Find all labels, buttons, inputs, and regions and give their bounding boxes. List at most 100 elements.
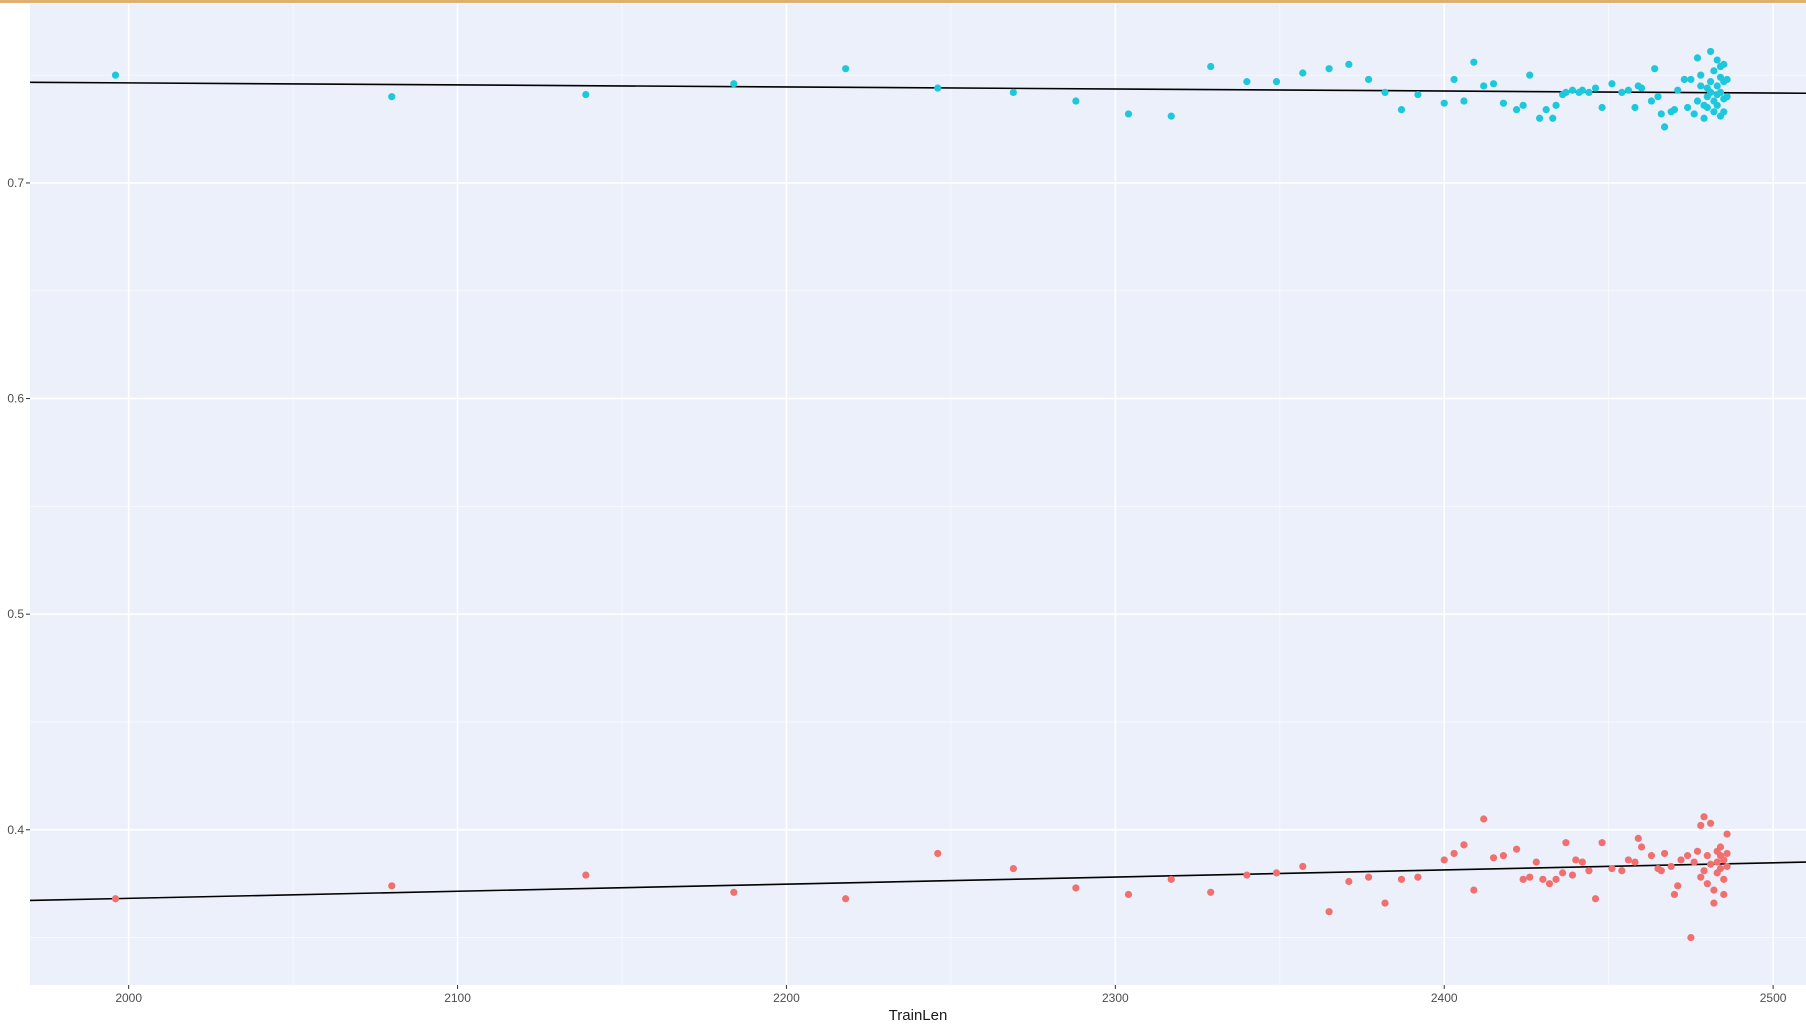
- data-point: [1345, 60, 1353, 68]
- data-point: [1707, 47, 1715, 56]
- x-tick-label: 2100: [444, 991, 471, 1005]
- y-tick-label: 0.6: [7, 392, 24, 406]
- data-point: [1657, 867, 1665, 875]
- data-point: [1009, 864, 1017, 873]
- data-point: [1460, 97, 1468, 105]
- trend-line: [29, 861, 1806, 902]
- data-point: [1552, 875, 1560, 883]
- data-point: [1707, 88, 1715, 96]
- data-point: [1072, 97, 1080, 105]
- data-point: [1680, 75, 1688, 84]
- data-point: [1440, 99, 1448, 107]
- data-point: [582, 871, 590, 879]
- data-point: [1470, 886, 1478, 894]
- data-point: [1207, 888, 1215, 896]
- data-point: [1009, 88, 1017, 96]
- data-point: [388, 93, 396, 101]
- data-point: [1585, 88, 1593, 96]
- data-point: [1703, 852, 1711, 860]
- data-point: [1697, 82, 1705, 90]
- data-point: [1637, 84, 1646, 92]
- x-axis: 2000 2100 2200 2300 2400 2500: [115, 985, 1787, 1005]
- data-point: [1670, 106, 1679, 114]
- minor-gridlines: [30, 4, 1806, 985]
- data-point: [1657, 110, 1665, 118]
- data-point: [1364, 873, 1373, 881]
- data-point: [1562, 88, 1570, 96]
- data-point: [1690, 110, 1698, 118]
- data-point: [1489, 854, 1498, 862]
- data-point: [1325, 908, 1333, 916]
- data-point: [1272, 78, 1281, 86]
- data-point: [1072, 884, 1080, 892]
- data-point: [1660, 123, 1669, 131]
- data-point: [1345, 877, 1353, 886]
- data-point: [1539, 875, 1547, 883]
- data-point: [1591, 895, 1600, 903]
- x-tick-label: 2200: [773, 991, 800, 1005]
- data-point: [1364, 75, 1373, 84]
- data-point: [111, 895, 120, 903]
- data-point: [1243, 871, 1251, 879]
- data-point: [1578, 86, 1586, 94]
- data-point: [842, 895, 850, 903]
- data-point: [1697, 873, 1705, 881]
- y-axis: 0.4 0.5 0.6 0.7: [7, 176, 30, 837]
- data-point: [1700, 813, 1708, 821]
- data-point: [1512, 106, 1521, 114]
- data-point: [1660, 849, 1669, 858]
- data-point: [1720, 856, 1728, 864]
- data-point: [1519, 875, 1527, 883]
- x-tick-label: 2300: [1102, 991, 1129, 1005]
- data-point: [1545, 880, 1554, 888]
- data-point: [1532, 858, 1540, 866]
- data-point: [1499, 99, 1508, 107]
- data-point: [1654, 93, 1662, 101]
- data-point: [111, 71, 120, 79]
- data-point: [1690, 858, 1698, 866]
- data-point: [1707, 819, 1715, 827]
- data-point: [1647, 97, 1656, 105]
- data-point: [1713, 82, 1721, 90]
- data-point: [1667, 862, 1675, 871]
- major-gridlines: [30, 4, 1806, 985]
- data-point: [1710, 108, 1718, 116]
- data-point: [1526, 873, 1534, 881]
- data-point: [1703, 103, 1711, 112]
- data-point: [1716, 88, 1725, 96]
- data-point: [1693, 54, 1702, 62]
- data-point: [1549, 114, 1557, 122]
- data-point: [1414, 90, 1422, 99]
- trend-lines: [29, 81, 1806, 902]
- data-point: [1723, 862, 1731, 871]
- data-point: [1526, 71, 1534, 79]
- data-point: [730, 80, 738, 88]
- data-point: [1693, 847, 1702, 855]
- data-point: [1618, 867, 1626, 875]
- data-point: [1519, 101, 1527, 109]
- data-point: [1674, 882, 1682, 890]
- data-point: [934, 849, 942, 858]
- data-point: [1542, 106, 1550, 114]
- data-point: [1591, 84, 1600, 92]
- data-point: [1585, 867, 1593, 875]
- data-point: [1710, 67, 1718, 75]
- data-point: [1568, 86, 1577, 94]
- data-point: [388, 882, 396, 890]
- data-point: [1272, 869, 1281, 877]
- data-point: [1470, 58, 1478, 66]
- data-point: [1720, 875, 1728, 883]
- data-point: [1381, 88, 1389, 96]
- data-point: [1723, 75, 1731, 84]
- data-point: [1608, 864, 1616, 873]
- data-point: [1631, 858, 1639, 866]
- data-point: [1608, 80, 1616, 88]
- data-point: [1624, 86, 1632, 94]
- data-point: [1489, 80, 1498, 88]
- data-point: [1299, 862, 1307, 871]
- data-point: [1723, 849, 1731, 858]
- data-point: [1720, 108, 1728, 116]
- data-point: [1480, 815, 1488, 823]
- data-point: [1707, 78, 1715, 86]
